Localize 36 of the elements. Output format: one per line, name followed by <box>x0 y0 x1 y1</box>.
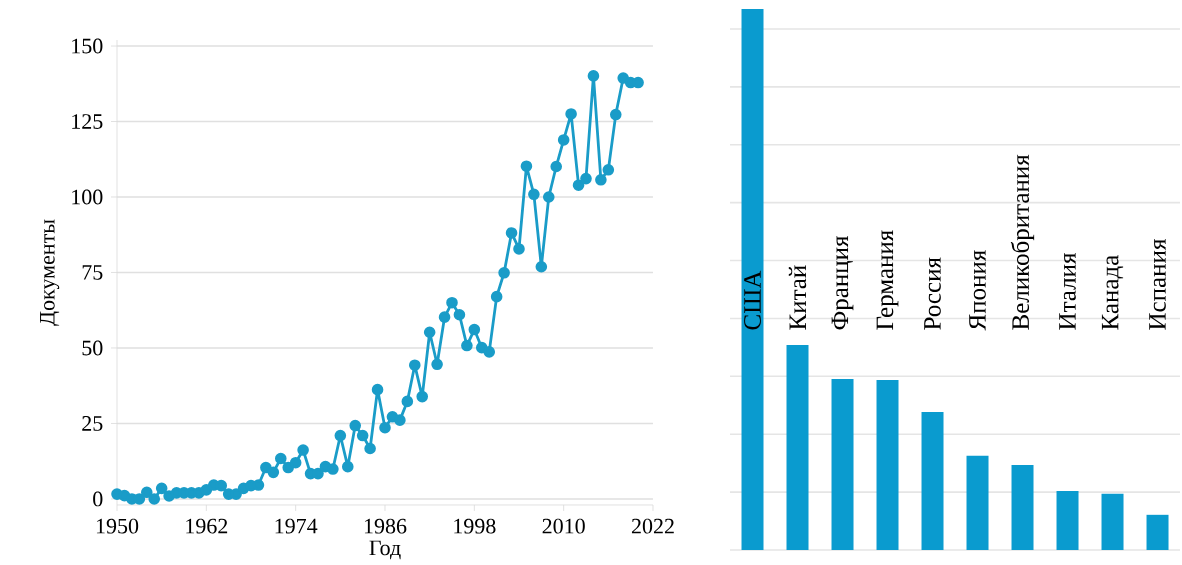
x-tick-label: 1998 <box>454 518 496 534</box>
x-tick-label: 2022 <box>631 518 674 534</box>
y-tick-label: 50 <box>82 340 103 356</box>
y-tick-label: 100 <box>72 189 103 205</box>
y-tick-label: 75 <box>82 265 103 280</box>
x-tick-label: 1986 <box>364 518 407 534</box>
y-axis-title: Документы <box>40 219 60 326</box>
bar <box>1101 493 1124 550</box>
x-tick-label: 1974 <box>275 518 318 534</box>
x-tick-label: Великобритания <box>1010 154 1035 330</box>
x-tick-label: 1962 <box>186 518 228 534</box>
bar <box>831 379 854 550</box>
bar <box>1146 514 1169 550</box>
bar <box>786 344 809 550</box>
x-tick-label: Россия <box>924 257 941 330</box>
y-tick-label: 25 <box>82 416 103 431</box>
x-tick-label: Франция <box>831 235 854 330</box>
x-tick-label: Канада <box>1101 255 1124 330</box>
bar <box>1056 491 1079 550</box>
x-tick-label: 1950 <box>96 518 139 534</box>
bar <box>876 380 899 550</box>
x-tick-label: США <box>744 270 761 330</box>
x-tick-label: Италия <box>1059 252 1076 330</box>
x-tick-label: 2010 <box>542 518 585 534</box>
y-tick-label: 125 <box>72 114 103 129</box>
bar <box>921 412 944 550</box>
x-tick-label: Испания <box>1149 239 1166 330</box>
bar <box>741 8 764 550</box>
y-tick-label: 0 <box>93 491 103 507</box>
x-tick-label: Германия <box>876 230 899 330</box>
bar <box>1011 465 1034 550</box>
y-tick-label: 150 <box>72 38 103 54</box>
bar <box>966 455 989 550</box>
x-axis-title: Год <box>369 540 401 560</box>
x-tick-label: Китай <box>788 265 807 330</box>
x-tick-label: Япония <box>969 250 986 331</box>
